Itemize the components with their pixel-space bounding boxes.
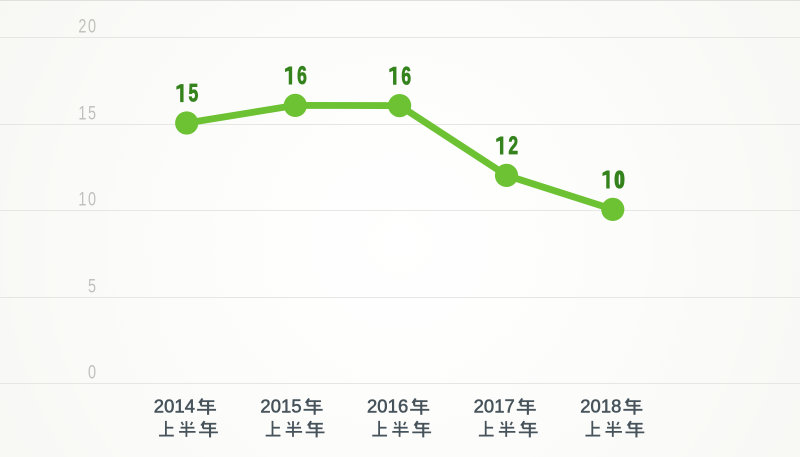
svg-text:2018: 2018 — [580, 395, 621, 416]
svg-text:5: 5 — [189, 79, 199, 108]
svg-text:2: 2 — [508, 131, 518, 160]
svg-text:6: 6 — [297, 61, 307, 90]
svg-text:6: 6 — [401, 61, 411, 90]
svg-text:5: 5 — [88, 276, 98, 297]
svg-text:2017: 2017 — [474, 395, 515, 416]
svg-text:2015: 2015 — [260, 395, 301, 416]
svg-text:2014: 2014 — [154, 395, 195, 416]
svg-text:15: 15 — [78, 103, 97, 124]
svg-text:20: 20 — [78, 16, 97, 37]
svg-text:2016: 2016 — [367, 395, 408, 416]
svg-text:0: 0 — [88, 362, 98, 383]
svg-text:10: 10 — [78, 189, 97, 210]
